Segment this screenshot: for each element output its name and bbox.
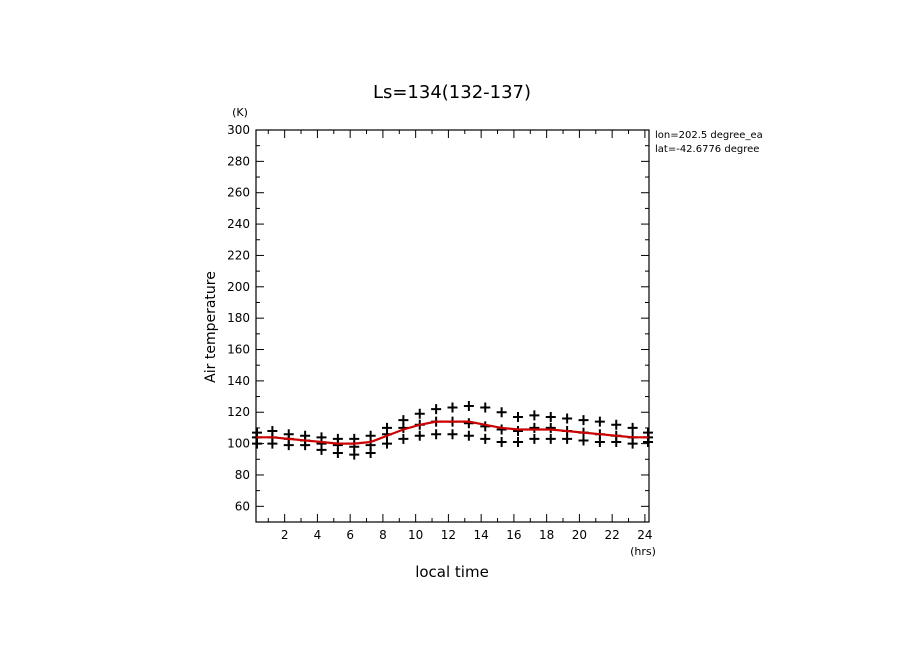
data-point [545,422,556,433]
data-point [496,407,507,418]
y-tick-label: 300 [227,123,250,137]
y-tick-label: 280 [227,154,250,168]
y-axis-label: Air temperature [203,271,219,383]
data-point [463,430,474,441]
data-point [349,433,360,444]
data-point [382,422,392,433]
data-point [643,427,653,438]
data-point [283,429,294,440]
data-point [513,411,523,422]
lon-annotation: lon=202.5 degree_ea [655,130,763,141]
data-point [447,402,458,413]
data-point [480,402,491,413]
y-tick-label: 140 [227,374,250,388]
data-point [414,408,425,419]
data-point [300,430,311,441]
data-point [529,422,540,433]
data-point [332,433,343,444]
data-point [480,433,491,444]
y-tick-label: 120 [227,405,250,419]
data-point [545,411,556,422]
data-point [252,427,262,438]
x-tick-label: 14 [474,528,489,542]
annotation-clip-mask [780,125,904,160]
x-tick-label: 24 [637,528,652,542]
y-tick-label: 260 [227,186,250,200]
data-point [496,437,507,448]
mean-temperature-line [256,420,649,445]
data-point [316,432,327,443]
data-point [578,415,589,426]
y-tick-label: 240 [227,217,250,231]
data-point [529,410,540,421]
chart-title: Ls=134(132-137) [373,82,531,103]
y-tick-label: 160 [227,343,250,357]
y-tick-label: 200 [227,280,250,294]
x-tick-label: 22 [605,528,620,542]
x-tick-label: 4 [314,528,322,542]
data-point [463,400,474,411]
x-tick-label: 12 [441,528,456,542]
y-tick-label: 80 [235,468,250,482]
data-marks [252,400,653,460]
data-point [447,429,458,440]
plot-frame [255,129,650,523]
lat-annotation: lat=-42.6776 degree [655,144,759,155]
y-tick-label: 180 [227,311,250,325]
x-tick-label: 10 [408,528,423,542]
x-tick-label: 2 [281,528,289,542]
data-point [529,433,540,444]
x-tick-label: 8 [379,528,387,542]
data-point [382,438,392,449]
x-tick-label: 20 [572,528,587,542]
y-tick-label: 220 [227,248,250,262]
data-point [513,426,523,437]
data-point [594,416,605,427]
data-point [267,426,278,437]
data-point [496,424,507,435]
data-point [513,437,523,448]
data-point [545,433,556,444]
data-point [398,433,409,444]
data-point [431,404,442,415]
data-point [398,415,409,426]
x-tick-label: 18 [539,528,554,542]
data-point [414,430,425,441]
x-unit-label: (hrs) [630,545,656,558]
data-point [431,429,442,440]
x-axis-label: local time [415,563,489,581]
x-tick-label: 6 [346,528,354,542]
data-point [562,413,573,424]
y-unit-label: (K) [232,106,248,119]
y-tick-label: 100 [227,437,250,451]
x-tick-label: 16 [506,528,521,542]
data-point [627,422,638,433]
data-point [365,430,376,441]
data-point [611,419,622,430]
y-tick-label: 60 [235,499,250,513]
